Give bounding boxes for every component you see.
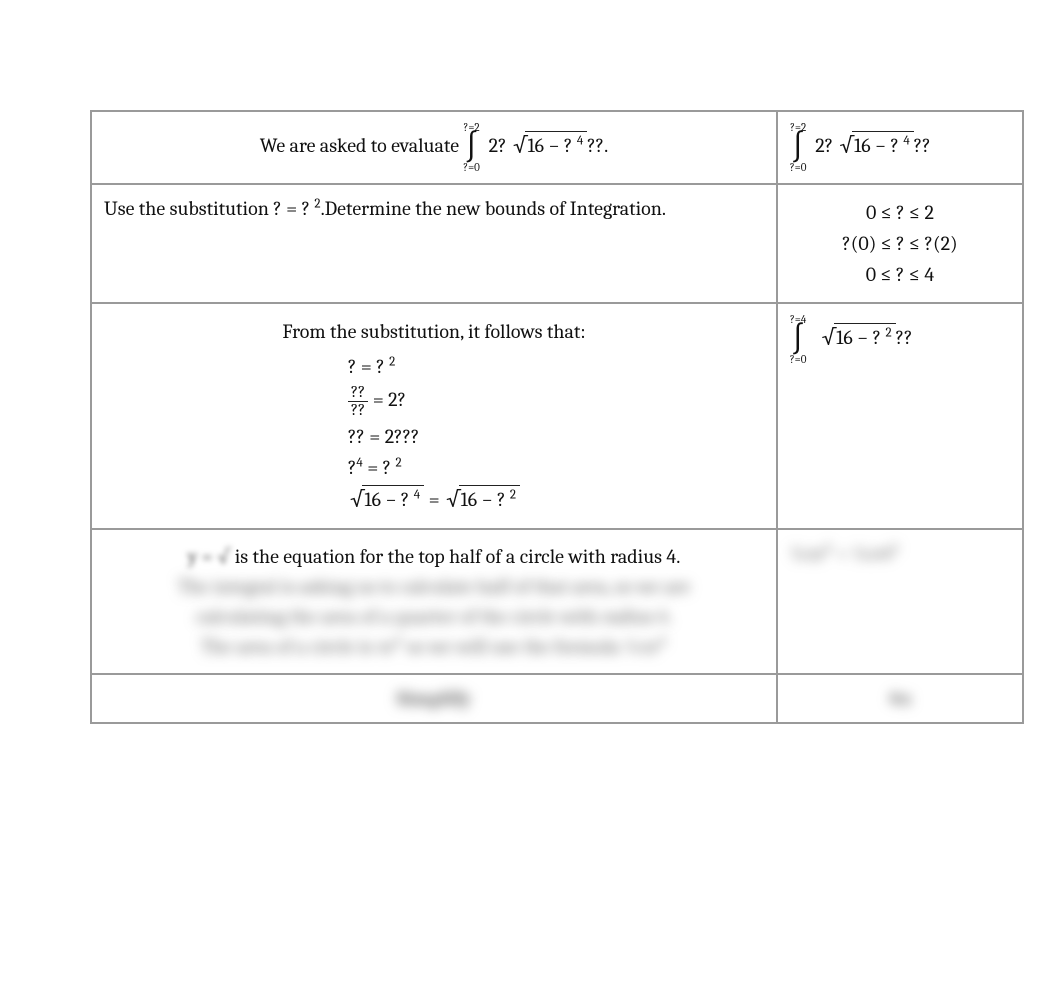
- row2-right: 0 ≤ ? ≤ 2 ?(0) ≤ ? ≤ ?(2) 0 ≤ ? ≤ 4: [777, 184, 1023, 303]
- locked-content: calculating the area of a quarter of the…: [104, 603, 764, 630]
- locked-content: 4π: [889, 687, 911, 710]
- locked-content: The integral is asking us to calculate h…: [104, 573, 764, 600]
- row1-left: We are asked to evaluate ?=2 ∫ ?=0 2? 16…: [91, 111, 777, 184]
- table-row: Use the substitution ? = ? 2.Determine t…: [91, 184, 1023, 303]
- locked-content: The area of a circle is πr² so we will u…: [104, 633, 764, 660]
- integral-icon: ?=4 ∫ ?=0: [790, 314, 806, 365]
- sqrt-icon: 16 − ? 4: [348, 485, 424, 515]
- locked-content: Simplify: [397, 687, 471, 710]
- row5-right: 4π: [777, 674, 1023, 723]
- equation-column: ? = ? 2 ?? ?? = 2? ?? = 2??? ?4 = ? 2 16…: [348, 349, 520, 519]
- integral-icon: ?=2 ∫ ?=0: [463, 122, 479, 173]
- table-row: We are asked to evaluate ?=2 ∫ ?=0 2? 16…: [91, 111, 1023, 184]
- row3-right: ?=4 ∫ ?=0 16 − ? 2 ??: [777, 303, 1023, 530]
- row1-right: ?=2 ∫ ?=0 2? 16 − ? 4 ??: [777, 111, 1023, 184]
- table-row: From the substitution, it follows that: …: [91, 303, 1023, 530]
- sqrt-icon: 16 − ? 4: [511, 131, 587, 161]
- sqrt-icon: 16 − ? 2: [820, 323, 896, 353]
- fraction-icon: ?? ??: [348, 384, 368, 419]
- row5-left: Simplify: [91, 674, 777, 723]
- page: We are asked to evaluate ?=2 ∫ ?=0 2? 16…: [0, 0, 1062, 724]
- locked-content: y = √: [188, 545, 231, 568]
- row2-left: Use the substitution ? = ? 2.Determine t…: [91, 184, 777, 303]
- row4-left: y = √ is the equation for the top half o…: [91, 529, 777, 674]
- row3-left: From the substitution, it follows that: …: [91, 303, 777, 530]
- table-row: Simplify 4π: [91, 674, 1023, 723]
- sqrt-icon: 16 − ? 2: [444, 485, 520, 515]
- solution-table: We are asked to evaluate ?=2 ∫ ?=0 2? 16…: [90, 110, 1024, 724]
- locked-content: ¼πr² = ¼π·4²: [790, 542, 899, 565]
- sqrt-icon: 16 − ? 4: [838, 131, 914, 161]
- row4-right: ¼πr² = ¼π·4²: [777, 529, 1023, 674]
- row1-prefix: We are asked to evaluate: [260, 134, 464, 157]
- table-row: y = √ is the equation for the top half o…: [91, 529, 1023, 674]
- integral-icon: ?=2 ∫ ?=0: [790, 122, 806, 173]
